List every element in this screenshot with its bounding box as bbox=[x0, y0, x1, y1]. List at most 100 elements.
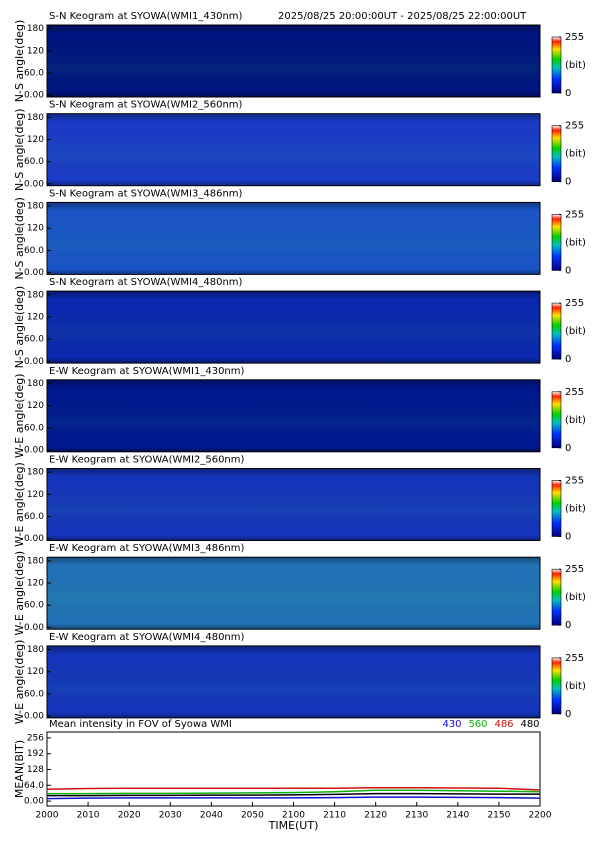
y-tick-label: 60.0 bbox=[24, 157, 44, 167]
x-tick-label: 2110 bbox=[323, 811, 346, 821]
y-tick-label: 60.0 bbox=[24, 689, 44, 699]
x-tick-label: 2040 bbox=[200, 811, 223, 821]
y-tick-label: 0.00 bbox=[24, 445, 44, 455]
x-tick-label: 2140 bbox=[446, 811, 469, 821]
panel-title: E-W Keogram at SYOWA(WMI3_486nm) bbox=[49, 543, 245, 554]
series-line bbox=[47, 792, 540, 797]
x-tick-label: 2200 bbox=[529, 811, 552, 821]
y-tick-label: 0.00 bbox=[24, 623, 44, 633]
colorbar bbox=[551, 568, 562, 626]
x-tick-label: 2120 bbox=[364, 811, 387, 821]
y-tick-label: 60.0 bbox=[24, 246, 44, 256]
x-tick-label: 2050 bbox=[241, 811, 264, 821]
panel-subtitle: 2025/08/25 20:00:00UT - 2025/08/25 22:00… bbox=[278, 11, 527, 22]
frame bbox=[46, 113, 541, 187]
x-tick-label: 2150 bbox=[487, 811, 510, 821]
colorbar-tick-label: 255 bbox=[565, 298, 584, 309]
keogram-shade bbox=[47, 202, 540, 275]
colorbar bbox=[551, 480, 562, 537]
keogram-shade bbox=[47, 645, 540, 718]
legend-label: 486 bbox=[494, 719, 513, 730]
y-tick-label: 180 bbox=[27, 290, 44, 300]
y-tick-label: 60.0 bbox=[24, 601, 44, 611]
colorbar-label: (bit) bbox=[565, 149, 586, 160]
y-tick-label: 120 bbox=[27, 224, 44, 234]
y-tick-label: 180 bbox=[27, 556, 44, 566]
y-tick-label: 180 bbox=[27, 645, 44, 655]
y-tick-label: 0.00 bbox=[24, 797, 44, 807]
series-line bbox=[46, 796, 541, 800]
y-tick-label: 0.00 bbox=[24, 91, 44, 101]
colorbar bbox=[551, 214, 562, 271]
colorbar-label: (bit) bbox=[565, 592, 586, 603]
y-axis-label: W-E angle(deg) bbox=[13, 373, 26, 458]
panel-title: E-W Keogram at SYOWA(WMI2_560nm) bbox=[49, 455, 245, 466]
y-tick-label: 120 bbox=[27, 312, 44, 322]
y-tick-label: 60.0 bbox=[24, 512, 44, 522]
x-tick-label: 2030 bbox=[159, 811, 182, 821]
legend-label: 430 bbox=[442, 719, 461, 730]
panel-title: E-W Keogram at SYOWA(WMI1_430nm) bbox=[49, 366, 245, 377]
colorbar-tick-label: 0 bbox=[565, 354, 571, 365]
keogram-shade bbox=[47, 25, 540, 97]
colorbar-tick-label: 0 bbox=[565, 265, 571, 276]
y-axis-label: N-S angle(deg) bbox=[13, 197, 26, 280]
series-line bbox=[46, 786, 541, 791]
x-axis-label: TIME(UT) bbox=[268, 819, 319, 832]
colorbar bbox=[551, 657, 562, 715]
frame bbox=[46, 201, 541, 275]
y-tick-label: 0.00 bbox=[24, 179, 44, 189]
y-tick-label: 60.0 bbox=[24, 423, 44, 433]
x-tick-label: 2100 bbox=[282, 811, 305, 821]
colorbar-tick-label: 255 bbox=[565, 653, 584, 664]
y-axis-label: MEAN(BIT) bbox=[13, 740, 26, 798]
colorbar-tick-label: 0 bbox=[565, 177, 571, 188]
colorbar-tick-label: 255 bbox=[565, 121, 584, 132]
colorbar-tick-label: 255 bbox=[565, 209, 584, 220]
series-line bbox=[47, 789, 541, 795]
colorbar-tick-label: 0 bbox=[565, 709, 571, 720]
y-axis-label: N-S angle(deg) bbox=[13, 108, 26, 191]
frame bbox=[46, 645, 541, 719]
colorbar-tick-label: 0 bbox=[565, 443, 571, 454]
y-tick-label: 256 bbox=[27, 733, 44, 743]
frame bbox=[46, 290, 541, 364]
colorbar bbox=[551, 36, 562, 94]
y-tick-label: 120 bbox=[27, 46, 44, 56]
y-tick-label: 128 bbox=[27, 765, 44, 775]
y-tick-label: 0.00 bbox=[24, 268, 44, 278]
keogram-shade bbox=[47, 379, 540, 452]
keogram-shade bbox=[47, 557, 540, 630]
panel-title: E-W Keogram at SYOWA(WMI4_480nm) bbox=[49, 632, 245, 643]
colorbar-label: (bit) bbox=[565, 60, 586, 71]
colorbar-tick-label: 255 bbox=[565, 387, 584, 398]
frame bbox=[46, 556, 541, 630]
colorbar bbox=[551, 391, 562, 449]
chart-title: Mean intensity in FOV of Syowa WMI bbox=[49, 719, 232, 730]
colorbar bbox=[551, 302, 562, 360]
frame bbox=[46, 379, 541, 453]
x-tick-label: 2010 bbox=[77, 811, 100, 821]
panel-title: S-N Keogram at SYOWA(WMI1_430nm) bbox=[49, 11, 243, 22]
y-axis-label: W-E angle(deg) bbox=[13, 462, 26, 547]
y-axis-label: N-S angle(deg) bbox=[13, 286, 26, 369]
y-tick-label: 60.0 bbox=[24, 69, 44, 79]
y-tick-label: 180 bbox=[27, 379, 44, 389]
colorbar-label: (bit) bbox=[565, 326, 586, 337]
y-tick-label: 180 bbox=[27, 24, 44, 34]
keogram-shade bbox=[47, 468, 540, 541]
colorbar-label: (bit) bbox=[565, 237, 586, 248]
colorbar bbox=[551, 125, 562, 182]
x-tick-label: 2020 bbox=[118, 811, 141, 821]
y-tick-label: 180 bbox=[27, 202, 44, 212]
colorbar-tick-label: 0 bbox=[565, 532, 571, 543]
panel-title: S-N Keogram at SYOWA(WMI3_486nm) bbox=[49, 188, 243, 199]
y-tick-label: 120 bbox=[27, 401, 44, 411]
x-tick-label: 2000 bbox=[36, 811, 59, 821]
y-tick-label: 192 bbox=[27, 749, 44, 759]
legend-label: 480 bbox=[520, 719, 539, 730]
colorbar-label: (bit) bbox=[565, 681, 586, 692]
keogram-shade bbox=[47, 113, 540, 186]
y-tick-label: 64.0 bbox=[24, 781, 44, 791]
x-tick-label: 2130 bbox=[405, 811, 428, 821]
